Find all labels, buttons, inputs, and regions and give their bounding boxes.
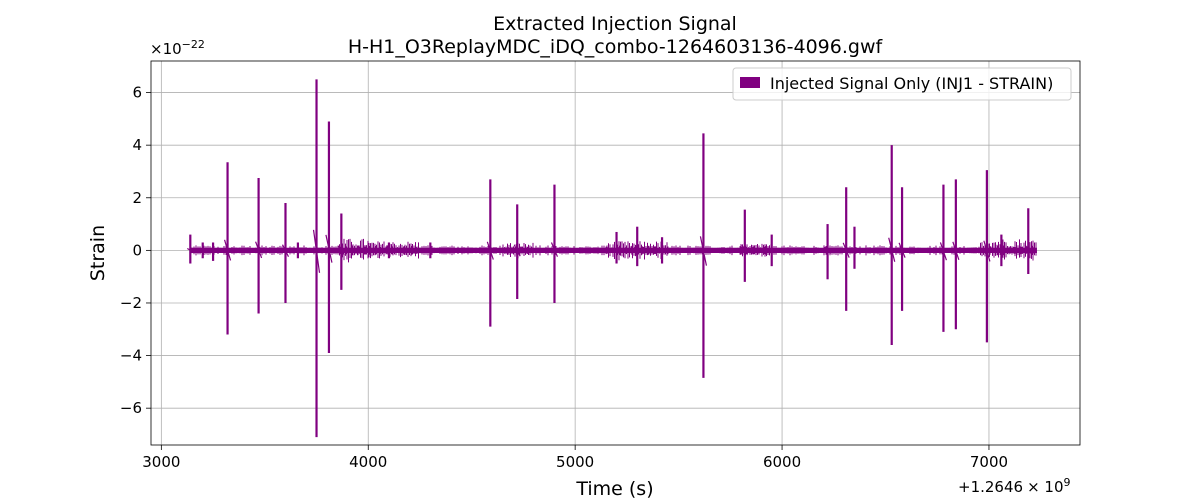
signal-spike-ringdown (294, 248, 302, 252)
signal-spike-ringdown (550, 242, 559, 257)
signal-spike-ringdown (898, 242, 906, 258)
x-offset-exponent: 9 (1064, 476, 1071, 489)
axes-frame (150, 60, 1081, 446)
y-tick-label: −2 (120, 294, 142, 312)
signal-spike-ringdown (209, 248, 217, 253)
legend-box (732, 67, 1072, 101)
y-axis-label: Strain (87, 225, 109, 281)
y-tick-label: −4 (120, 347, 142, 365)
signal-spike-ringdown (983, 240, 991, 262)
signal-spike-ringdown (824, 246, 832, 255)
x-tick-label: 3000 (142, 453, 180, 471)
legend-swatch (740, 77, 760, 88)
y-tick-label: 6 (132, 84, 142, 102)
x-tick-label: 6000 (763, 453, 801, 471)
x-axis-label: Time (s) (575, 478, 653, 500)
signal-spike-ringdown (337, 245, 345, 256)
signal-spike-ringdown (851, 247, 858, 254)
signal-spike-ringdown (312, 229, 321, 273)
chart-title: Extracted Injection Signal (493, 13, 737, 35)
signal-spike-ringdown (281, 244, 290, 257)
y-tick-label: 2 (132, 189, 142, 207)
signal-spike-ringdown (385, 248, 393, 252)
signal-spike-ringdown (768, 247, 776, 253)
x-tick-label: 4000 (349, 453, 387, 471)
signal-spike-ringdown (187, 247, 194, 253)
signal-spike-ringdown (888, 237, 896, 262)
signal-spike-ringdown (1024, 244, 1032, 254)
signal-spike-ringdown (513, 244, 521, 257)
signal-spike-ringdown (255, 241, 263, 259)
signal-spike-ringdown (952, 241, 960, 261)
plot-area (187, 79, 1037, 438)
y-tick-label: −6 (120, 399, 142, 417)
signal-spike-ringdown (842, 242, 850, 258)
ticks: 3000 4000 5000 6000 7000 −6 −4 −2 0 2 4 6 (120, 84, 1008, 471)
legend: Injected Signal Only (INJ1 - STRAIN) (732, 67, 1072, 101)
signal-spike-ringdown (658, 248, 666, 253)
signal-spike-ringdown (699, 236, 708, 266)
y-tick-label: 4 (132, 136, 142, 154)
y-scale-exponent: −22 (182, 38, 205, 51)
signal-spike-ringdown (741, 245, 749, 255)
signal-spike-ringdown (613, 247, 620, 253)
y-scale-label: ×10−22 (150, 38, 205, 58)
x-offset-label: +1.2646 × 109 (958, 476, 1071, 496)
x-tick-label: 7000 (970, 453, 1008, 471)
y-tick-label: 0 (132, 241, 142, 259)
chart-subtitle: H-H1_O3ReplayMDC_iDQ_combo-1264603136-40… (348, 36, 884, 58)
signal-spike-ringdown (199, 248, 206, 252)
x-tick-label: 5000 (556, 453, 594, 471)
signal-spike-ringdown (998, 247, 1005, 253)
signal-spike-ringdown (223, 239, 232, 261)
signal-spike-ringdown (486, 241, 494, 260)
legend-label: Injected Signal Only (INJ1 - STRAIN) (770, 74, 1053, 93)
signal-spike-ringdown (325, 234, 333, 263)
signal-spike-ringdown (427, 248, 434, 252)
signal-spike-ringdown (633, 247, 641, 253)
signal-spike-ringdown (939, 242, 948, 261)
